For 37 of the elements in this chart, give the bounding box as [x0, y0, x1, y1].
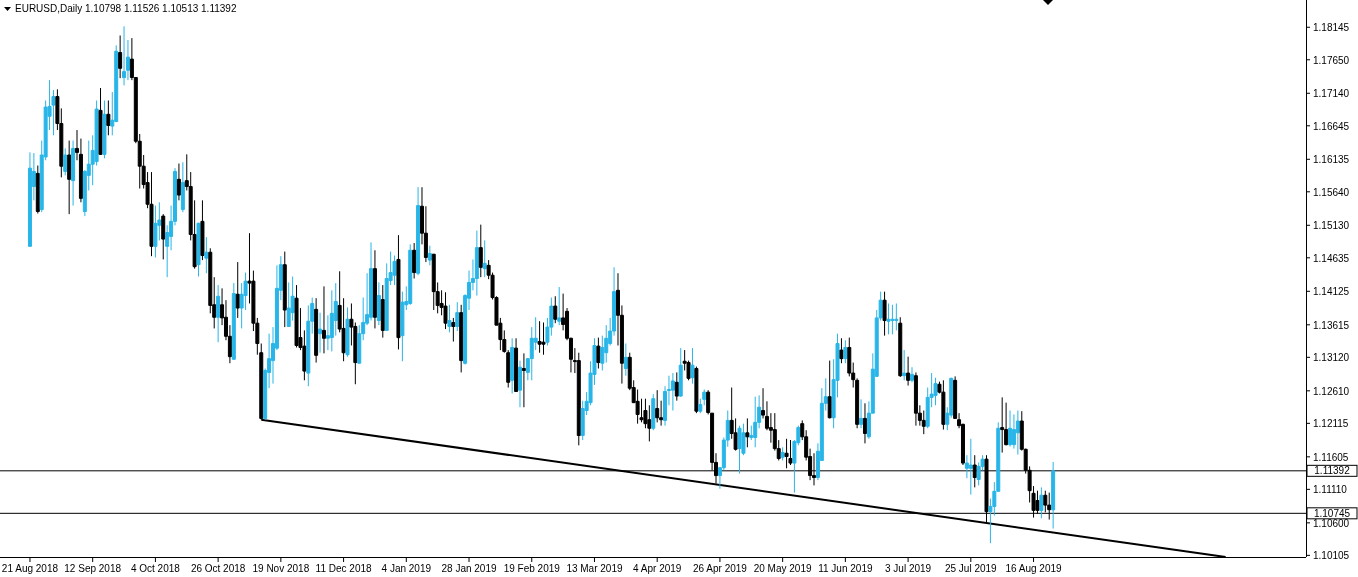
- x-tick-label: 26 Oct 2018: [190, 563, 246, 574]
- y-tick-label: 1.13615: [1313, 319, 1350, 331]
- y-tick-label: 1.16135: [1313, 154, 1350, 166]
- x-tick-label: 28 Jan 2019: [441, 563, 497, 574]
- y-tick-label: 1.14125: [1313, 286, 1350, 298]
- y-tick-label: 1.17650: [1313, 54, 1350, 66]
- y-tick-label: 1.15130: [1313, 220, 1350, 232]
- x-tick-label: 12 Sep 2018: [64, 563, 122, 574]
- ref-line-label: 1.11392: [1314, 465, 1351, 477]
- y-tick-label: 1.12610: [1313, 385, 1350, 397]
- y-tick-label: 1.11110: [1313, 484, 1348, 496]
- x-tick-label: 21 Aug 2018: [1, 563, 59, 574]
- x-tick-label: 16 Aug 2019: [1005, 563, 1063, 574]
- x-tick-label: 4 Jan 2019: [381, 563, 432, 574]
- y-tick-label: 1.17140: [1313, 88, 1350, 100]
- y-tick-label: 1.15640: [1313, 186, 1350, 198]
- y-tick-label: 1.18145: [1313, 22, 1350, 34]
- x-tick-label: 25 Jul 2019: [944, 563, 998, 574]
- x-tick-label: 19 Nov 2018: [252, 563, 310, 574]
- x-tick-label: 3 Jul 2019: [885, 563, 932, 574]
- chart-title: EURUSD,Daily 1.10798 1.11526 1.10513 1.11392: [15, 3, 237, 14]
- y-tick-label: 1.12115: [1313, 418, 1349, 430]
- x-tick-label: 20 May 2019: [753, 563, 812, 574]
- x-tick-label: 19 Feb 2019: [503, 563, 561, 574]
- x-tick-label: 11 Jun 2019: [818, 563, 873, 574]
- x-tick-label: 13 Mar 2019: [566, 563, 623, 574]
- x-tick-label: 4 Apr 2019: [633, 563, 682, 574]
- y-tick-label: 1.10600: [1313, 517, 1350, 529]
- x-tick-label: 4 Oct 2018: [130, 563, 181, 574]
- y-tick-label: 1.14635: [1313, 252, 1350, 264]
- y-tick-label: 1.13120: [1313, 352, 1350, 364]
- ref-line-label: 1.10745: [1313, 507, 1351, 519]
- y-tick-label: 1.11605: [1313, 451, 1349, 463]
- x-tick-label: 11 Dec 2018: [315, 563, 372, 574]
- y-tick-label: 1.16645: [1313, 120, 1350, 132]
- x-tick-label: 26 Apr 2019: [692, 563, 748, 574]
- y-tick-label: 1.10105: [1313, 550, 1350, 562]
